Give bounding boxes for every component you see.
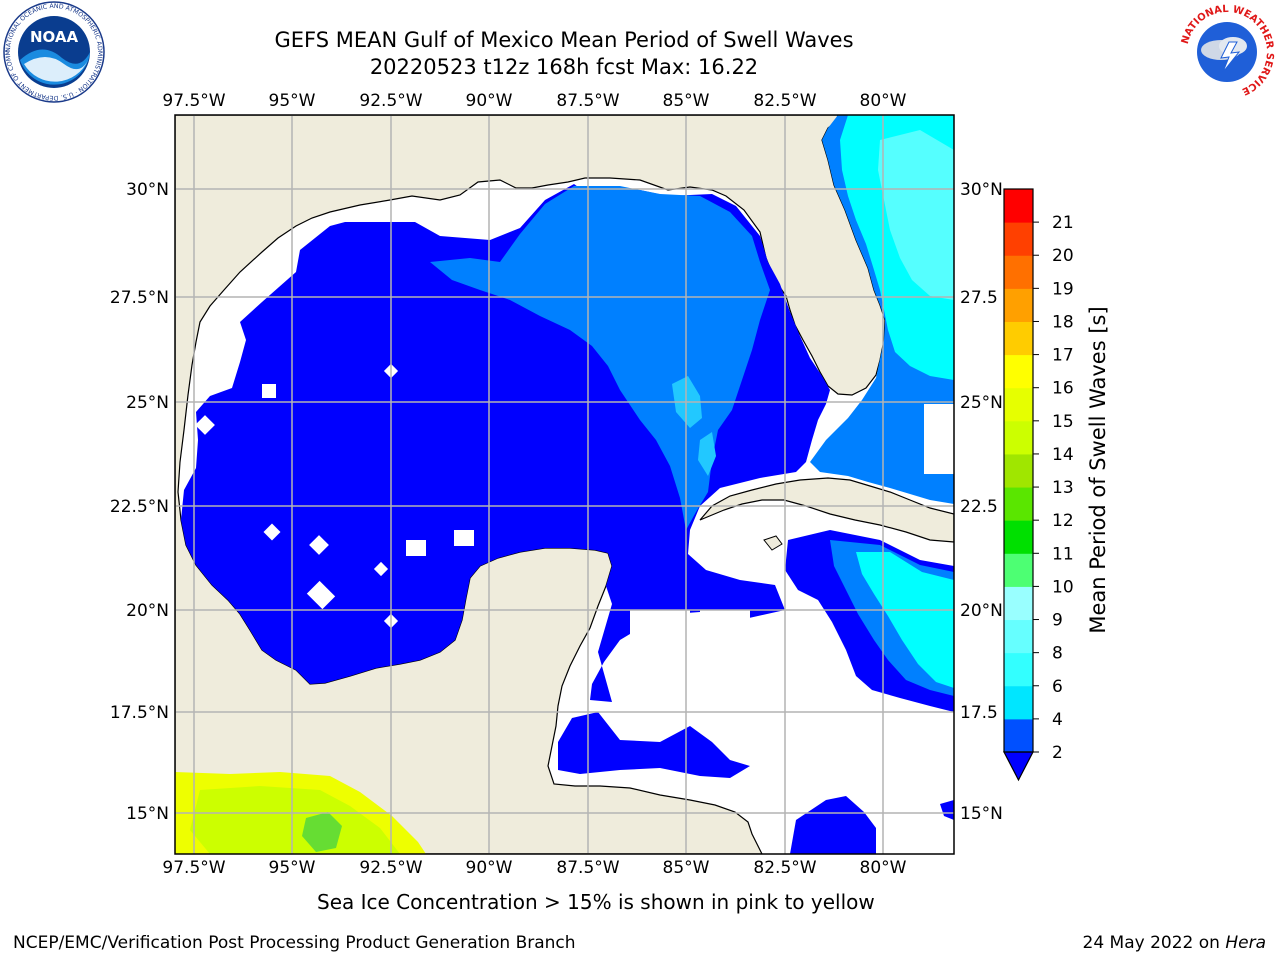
swell-atlantic-light: [878, 130, 954, 300]
footer-branch: NCEP/EMC/Verification Post Processing Pr…: [13, 933, 576, 953]
chart-subtitle: 20220523 t12z 168h fcst Max: 16.22: [369, 55, 759, 79]
colorbar-tick-label: 21: [1052, 213, 1074, 233]
nws-logo: NATIONAL WEATHER SERVICE: [1179, 4, 1275, 100]
lat-labels-left: 30°N 27.5°N 25°N 22.5°N 20°N 17.5°N 15°N: [110, 180, 169, 824]
land-isle-of-youth: [763, 535, 783, 551]
colorbar-label: Mean Period of Swell Waves [s]: [1086, 306, 1110, 633]
colorbar-segment: [1004, 619, 1033, 654]
lon-label: 97.5°W: [162, 858, 225, 878]
colorbar-segment: [1004, 189, 1033, 223]
swell-south-patch-2: [940, 800, 954, 820]
colorbar-tick-label: 17: [1052, 346, 1074, 366]
swell-mid-plume: [430, 186, 770, 530]
lon-label: 82.5°W: [753, 91, 816, 111]
lat-label: 22.5: [960, 497, 998, 517]
colorbar-tick-label: 11: [1052, 544, 1074, 564]
lat-labels-right: 30°N 27.5 25°N 22.5 20°N 17.5 15°N: [960, 180, 1003, 824]
lon-label: 90°W: [466, 91, 513, 111]
lon-labels-bottom: 97.5°W 95°W 92.5°W 90°W 87.5°W 85°W 82.5…: [162, 858, 906, 878]
lat-label: 15°N: [126, 804, 169, 824]
colorbar-outline: [1003, 188, 1034, 753]
lon-label: 82.5°W: [753, 858, 816, 878]
colorbar-tick-label: 10: [1052, 577, 1074, 597]
colorbar-tick-label: 18: [1052, 312, 1074, 332]
lat-label: 20°N: [960, 601, 1003, 621]
footer-date-text: 24 May 2022 on: [1082, 933, 1226, 953]
lon-label: 87.5°W: [556, 91, 619, 111]
ice-lime-area: [190, 786, 400, 854]
colorbar-tick-label: 19: [1052, 279, 1074, 299]
footer-date: 24 May 2022 on Hera: [1083, 933, 1267, 953]
land-cuba: [699, 477, 954, 543]
colorbar-segment: [1004, 718, 1033, 753]
colorbar-segment: [1004, 520, 1033, 554]
colorbar: 2 4 6 8 9 10 11 12 13 14 15 16 17 18 19 20 21: [1003, 188, 1074, 782]
lon-label: 80°W: [860, 91, 907, 111]
colorbar-tick-label: 15: [1052, 412, 1074, 432]
colorbar-segment: [1004, 255, 1033, 289]
footer-host: Hera: [1225, 933, 1266, 953]
colorbar-tick-label: 16: [1052, 379, 1074, 399]
lon-label: 80°W: [860, 858, 907, 878]
graticule: [175, 115, 954, 854]
chart-title: GEFS MEAN Gulf of Mexico Mean Period of …: [274, 28, 854, 52]
lon-label: 87.5°W: [556, 858, 619, 878]
ice-green-area: [302, 812, 342, 852]
colorbar-segment: [1004, 387, 1033, 422]
lon-labels-top: 97.5°W 95°W 92.5°W 90°W 87.5°W 85°W 82.5…: [162, 91, 906, 111]
colorbar-tick-label: 8: [1052, 644, 1063, 664]
colorbar-segment: [1004, 222, 1033, 256]
colorbar-tick-label: 14: [1052, 445, 1074, 465]
swell-caribbean-cyan: [856, 552, 954, 688]
colorbar-under-arrow: [1003, 751, 1034, 782]
colorbar-tick-label: 13: [1052, 478, 1074, 498]
lat-label: 20°N: [126, 601, 169, 621]
colorbar-tick-label: 4: [1052, 710, 1063, 730]
colorbar-segment: [1004, 288, 1033, 322]
colorbar-segment: [1004, 586, 1033, 621]
colorbar-segment: [1004, 685, 1033, 720]
colorbar-segment: [1004, 321, 1033, 356]
lon-label: 92.5°W: [359, 91, 422, 111]
colorbar-tick-label: 12: [1052, 511, 1074, 531]
lon-label: 90°W: [466, 858, 513, 878]
lat-label: 27.5°N: [110, 288, 169, 308]
colorbar-tick-label: 6: [1052, 677, 1063, 697]
colorbar-segment: [1004, 487, 1033, 521]
colorbar-segment: [1004, 652, 1033, 687]
colorbar-segment: [1004, 553, 1033, 587]
lon-label: 85°W: [663, 91, 710, 111]
sea-ice-note: Sea Ice Concentration > 15% is shown in …: [317, 890, 875, 914]
lat-label: 17.5°N: [110, 703, 169, 723]
lon-label: 92.5°W: [359, 858, 422, 878]
no-data-holes: [195, 363, 954, 690]
swell-yucatan-channel: [558, 712, 750, 778]
swell-light-patch-2: [698, 432, 716, 476]
colorbar-tick-label: 20: [1052, 246, 1074, 266]
lat-label: 25°N: [960, 393, 1003, 413]
lon-label: 95°W: [269, 91, 316, 111]
colorbar-tick-label: 2: [1052, 743, 1063, 763]
lat-label: 22.5°N: [110, 497, 169, 517]
lat-label: 30°N: [126, 180, 169, 200]
lon-label: 95°W: [269, 858, 316, 878]
lat-label: 17.5: [960, 703, 998, 723]
lat-label: 15°N: [960, 804, 1003, 824]
lon-label: 85°W: [663, 858, 710, 878]
noaa-logo: NATIONAL OCEANIC AND ATMOSPHERIC ADMINIS…: [2, 0, 105, 103]
colorbar-segment: [1004, 354, 1033, 389]
lat-label: 25°N: [126, 393, 169, 413]
lon-label: 97.5°W: [162, 91, 225, 111]
swell-south-patch: [790, 796, 876, 854]
svg-text:NOAA: NOAA: [30, 28, 79, 46]
map-frame: [174, 114, 955, 855]
lat-label: 27.5: [960, 288, 998, 308]
colorbar-segment: [1004, 420, 1033, 455]
colorbar-tick-label: 9: [1052, 611, 1063, 631]
colorbar-segment: [1004, 453, 1033, 488]
lat-label: 30°N: [960, 180, 1003, 200]
